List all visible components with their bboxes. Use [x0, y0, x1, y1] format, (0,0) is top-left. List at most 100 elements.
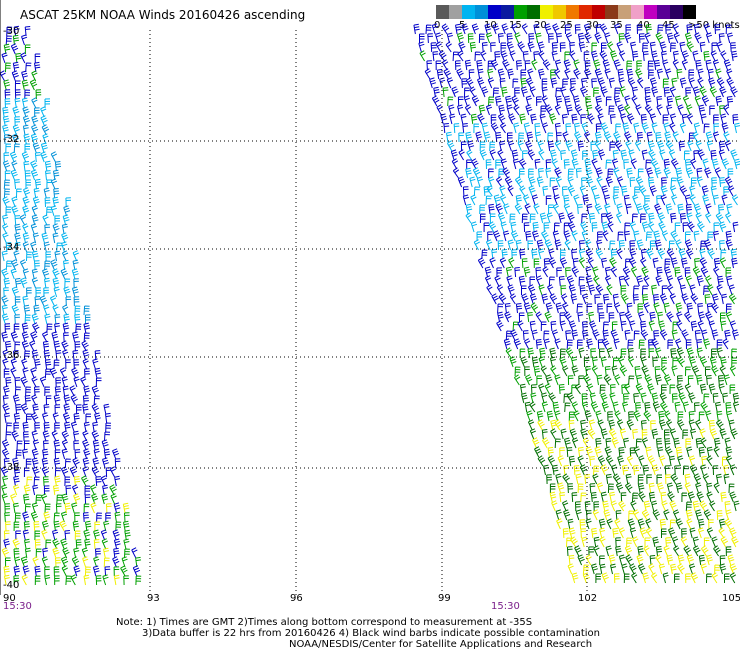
wind-barb: [708, 383, 716, 395]
wind-barb: [623, 573, 630, 584]
wind-barb: [468, 69, 475, 80]
wind-barb: [132, 565, 141, 577]
wind-barb: [611, 437, 619, 449]
wind-barb: [473, 239, 481, 251]
wind-barb: [24, 395, 31, 406]
wind-barb: [615, 537, 621, 548]
wind-barb: [53, 520, 60, 532]
wind-barb: [581, 122, 588, 134]
wind-barb: [701, 455, 708, 467]
wind-barb: [31, 502, 39, 514]
wind-barb: [1, 484, 8, 496]
wind-barb: [484, 23, 492, 35]
wind-barb: [567, 375, 574, 386]
wind-barb: [40, 142, 48, 154]
wind-barb: [577, 483, 584, 494]
wind-barb: [705, 275, 712, 287]
wind-barb: [541, 230, 549, 242]
wind-barb: [491, 293, 499, 305]
wind-barb: [558, 212, 566, 224]
wind-barb: [709, 500, 716, 512]
wind-barb: [25, 62, 32, 73]
wind-barb: [645, 24, 652, 35]
wind-barb: [490, 59, 499, 71]
wind-barb: [594, 32, 602, 44]
wind-barb: [435, 32, 442, 44]
wind-barb: [24, 538, 30, 550]
wind-barb: [507, 140, 515, 152]
wind-barb: [574, 545, 582, 557]
wind-barb: [45, 395, 52, 406]
wind-barb: [545, 167, 552, 179]
wind-barb: [725, 24, 732, 35]
wind-barb: [31, 277, 38, 289]
wind-barb: [620, 285, 627, 296]
wind-barb: [671, 194, 678, 206]
wind-barb: [570, 536, 578, 548]
wind-barb: [113, 547, 120, 559]
wind-barb: [562, 78, 568, 89]
wind-barb: [654, 239, 662, 251]
wind-barb: [603, 293, 610, 305]
wind-barb: [566, 392, 575, 404]
wind-barb: [489, 141, 496, 152]
wind-barb: [52, 529, 59, 541]
wind-barb: [665, 68, 672, 80]
wind-barb: [552, 230, 559, 242]
wind-barb: [548, 204, 554, 214]
wind-barb: [44, 197, 51, 208]
wind-barb: [664, 438, 671, 449]
wind-barb: [531, 194, 538, 206]
wind-barb: [682, 95, 690, 107]
wind-barb: [629, 248, 637, 260]
wind-barb: [726, 77, 734, 89]
wind-barb: [95, 476, 102, 487]
wind-barb: [699, 500, 708, 512]
wind-barb: [583, 131, 591, 143]
wind-barb: [720, 356, 727, 368]
wind-barb: [487, 60, 494, 71]
wind-barb: [537, 455, 546, 467]
wind-barb: [707, 231, 714, 242]
wind-barb: [33, 187, 40, 199]
wind-barb: [72, 520, 79, 532]
wind-barb: [676, 347, 684, 359]
wind-barb: [695, 419, 702, 431]
wind-barb: [481, 42, 488, 53]
wind-barb: [40, 493, 48, 505]
wind-barb: [625, 24, 632, 35]
wind-barb: [484, 266, 492, 278]
wind-barb: [542, 59, 551, 71]
wind-barb: [30, 223, 37, 235]
wind-barb: [83, 385, 91, 397]
wind-barb: [566, 447, 573, 458]
wind-barb: [729, 491, 737, 503]
wind-barb: [463, 95, 470, 107]
wind-barb: [675, 338, 682, 350]
wind-barb: [594, 203, 603, 215]
wind-barb: [640, 213, 646, 224]
wind-barb: [563, 222, 570, 233]
wind-barb: [614, 374, 621, 386]
wind-barb: [469, 176, 476, 188]
wind-barb: [448, 104, 455, 116]
wind-barb: [611, 321, 618, 332]
wind-barb: [578, 375, 584, 386]
wind-barb: [84, 485, 91, 496]
wind-barb: [429, 77, 437, 89]
wind-barb: [620, 320, 627, 332]
wind-barb: [32, 142, 40, 154]
wind-barb: [525, 95, 532, 107]
wind-barb: [529, 428, 536, 440]
wind-barb: [475, 131, 483, 143]
wind-barb: [652, 536, 659, 548]
wind-barb: [515, 239, 522, 251]
wind-barb: [688, 132, 695, 143]
wind-barb: [542, 266, 549, 278]
wind-barb: [549, 149, 557, 161]
wind-barb: [690, 158, 697, 170]
wind-barb: [3, 188, 10, 199]
wind-barb: [481, 86, 489, 98]
wind-barb: [665, 140, 674, 152]
wind-barb: [585, 96, 592, 107]
